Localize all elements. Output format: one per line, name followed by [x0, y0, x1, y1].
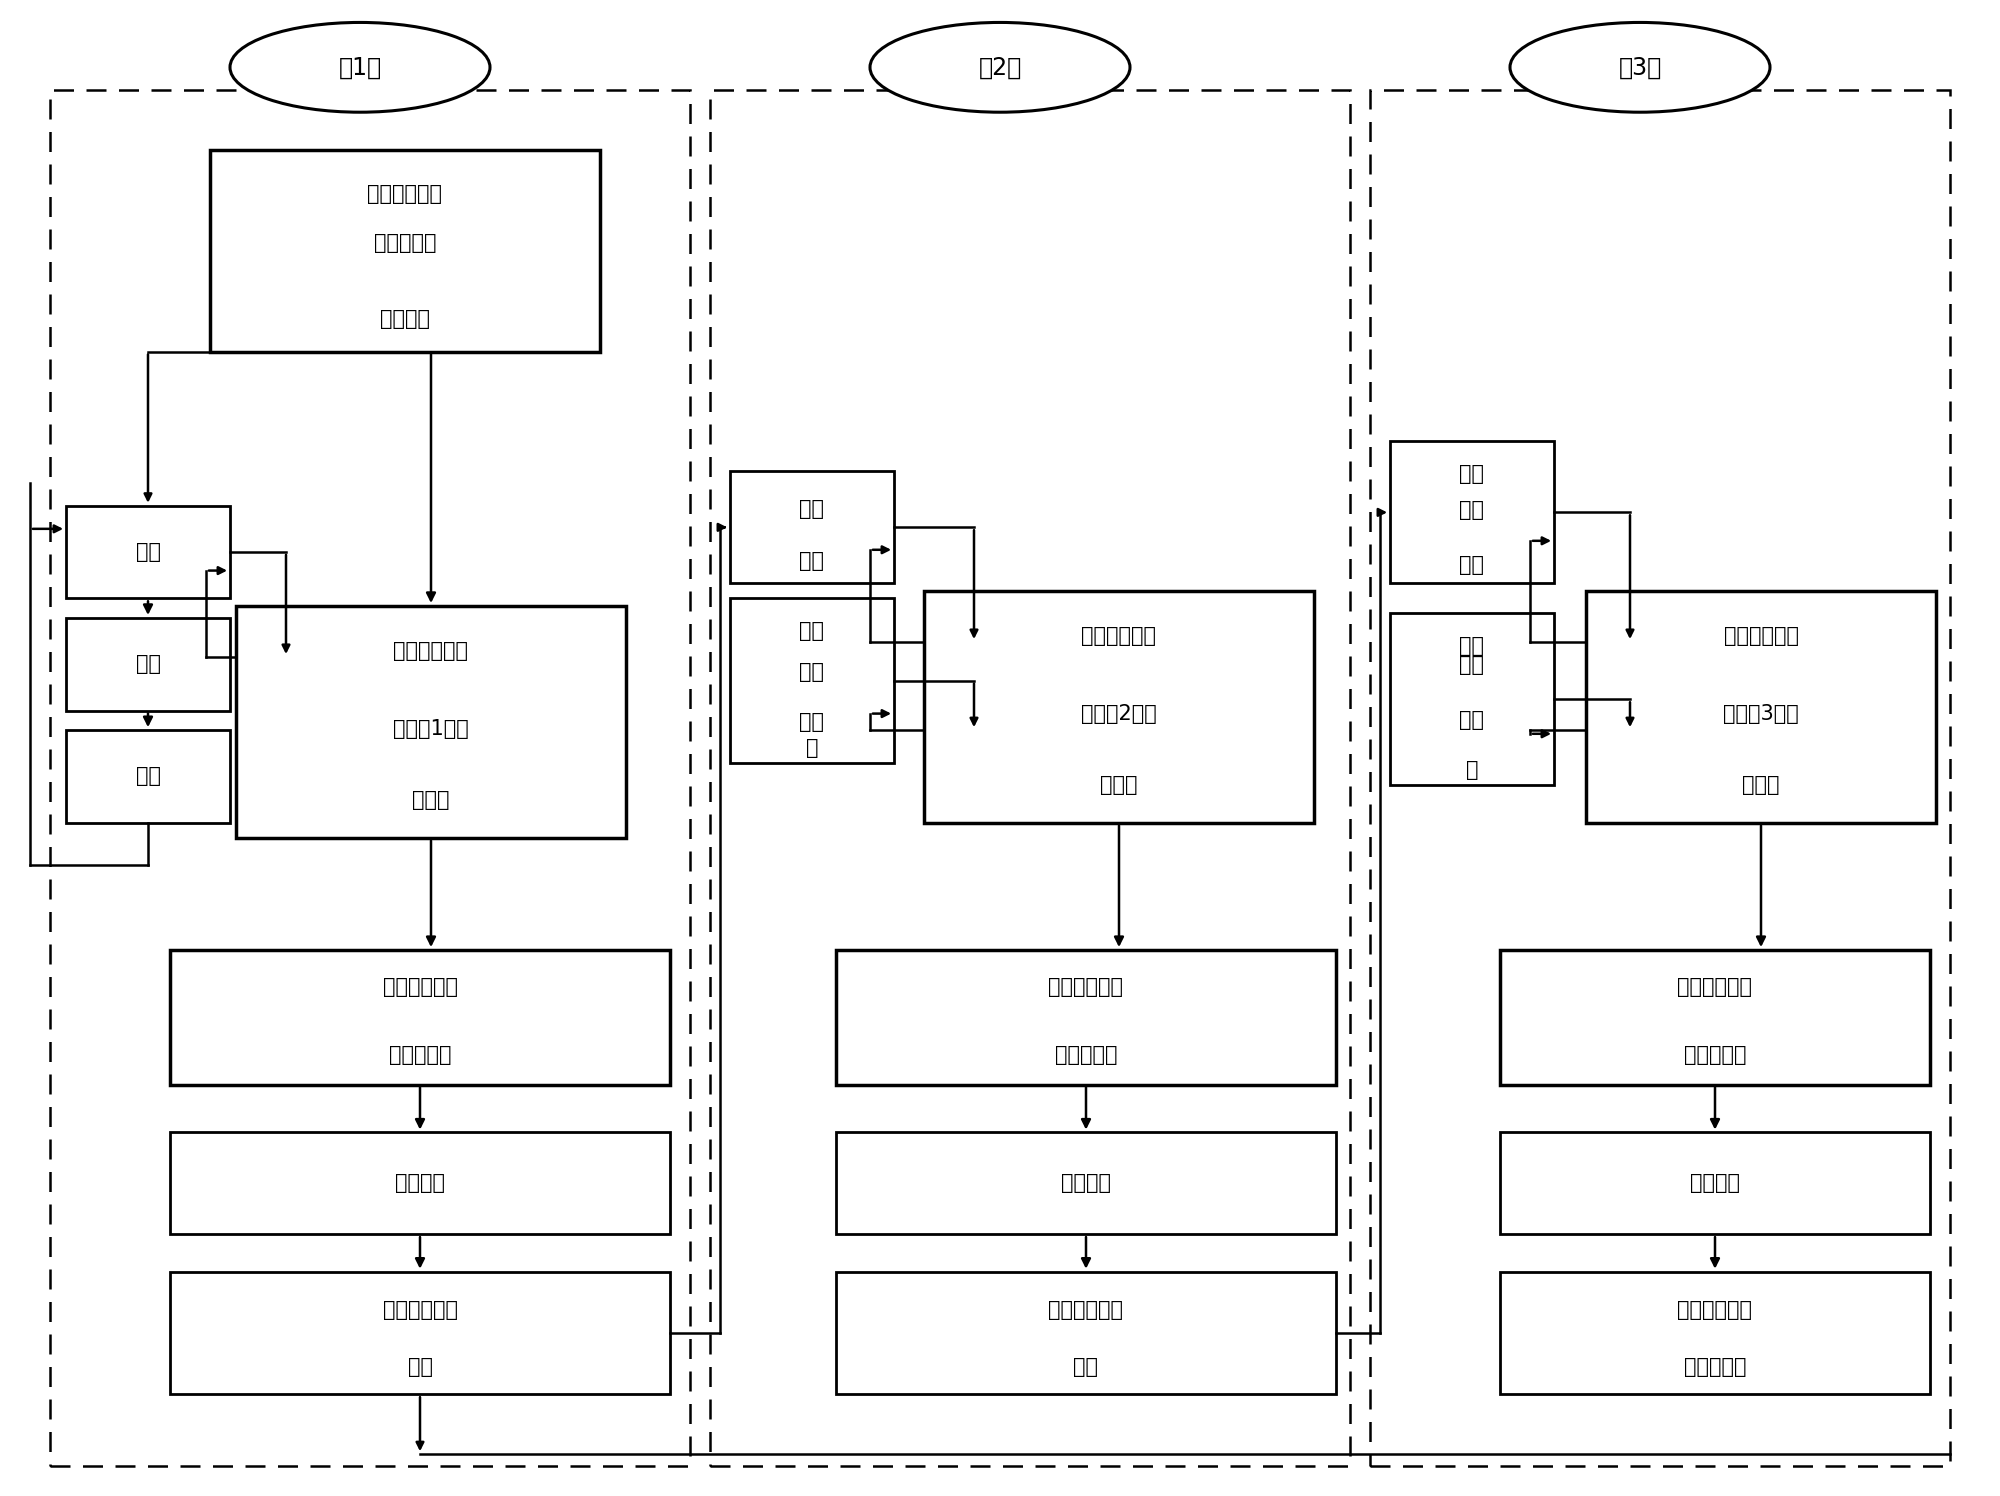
FancyBboxPatch shape [66, 730, 230, 823]
Text: 开炼机系统：: 开炼机系统： [382, 977, 458, 998]
Text: 冷却系统: 冷却系统 [1690, 1173, 1740, 1194]
FancyBboxPatch shape [924, 591, 1314, 823]
Text: 密炼机系统：: 密炼机系统： [394, 640, 468, 661]
FancyBboxPatch shape [1370, 90, 1950, 1466]
FancyBboxPatch shape [170, 1272, 670, 1394]
Ellipse shape [230, 22, 490, 112]
Text: 硫磺: 硫磺 [1460, 500, 1484, 519]
FancyBboxPatch shape [66, 618, 230, 711]
Text: 冷却: 冷却 [408, 1357, 432, 1378]
Ellipse shape [870, 22, 1130, 112]
FancyBboxPatch shape [170, 950, 670, 1085]
FancyBboxPatch shape [236, 606, 626, 838]
Text: 出片、存放、: 出片、存放、 [382, 1300, 458, 1321]
Text: 称量: 称量 [800, 551, 824, 571]
Text: 称量配置: 称量配置 [380, 308, 430, 329]
Text: 称量: 称量 [136, 766, 160, 787]
Text: 量: 量 [1466, 760, 1478, 781]
Text: 第2步: 第2步 [978, 55, 1022, 79]
FancyBboxPatch shape [1500, 1272, 1930, 1394]
Text: 烘胶: 烘胶 [136, 654, 160, 675]
Text: 破胶: 破胶 [136, 542, 160, 562]
FancyBboxPatch shape [1586, 591, 1936, 823]
Text: 开炼机系统：: 开炼机系统： [1048, 977, 1124, 998]
Text: 剂称: 剂称 [800, 712, 824, 732]
Text: 开炼机系统：: 开炼机系统： [1678, 977, 1752, 998]
FancyBboxPatch shape [1390, 441, 1554, 583]
Text: 第1步: 第1步 [338, 55, 382, 79]
Text: 密炼机系统：: 密炼机系统： [1724, 625, 1798, 646]
FancyBboxPatch shape [836, 1132, 1336, 1234]
Text: 开炼并压片: 开炼并压片 [388, 1044, 452, 1065]
FancyBboxPatch shape [836, 1272, 1336, 1394]
Text: 完成第2次母: 完成第2次母 [1082, 705, 1156, 724]
Text: 母胶: 母胶 [800, 498, 824, 519]
Text: 冷却系统: 冷却系统 [1060, 1173, 1110, 1194]
Text: 剂称: 剂称 [1460, 711, 1484, 730]
FancyBboxPatch shape [170, 1132, 670, 1234]
Text: 各种小料的: 各种小料的 [374, 233, 436, 253]
Text: 开炼并压片: 开炼并压片 [1684, 1044, 1746, 1065]
FancyBboxPatch shape [836, 950, 1336, 1085]
FancyBboxPatch shape [210, 150, 600, 352]
Text: 胶混炼: 胶混炼 [1100, 775, 1138, 796]
Text: 密炼机系统：: 密炼机系统： [1082, 625, 1156, 646]
Text: 其它: 其它 [1460, 636, 1484, 657]
FancyBboxPatch shape [1390, 613, 1554, 785]
Text: 终炼胶出片、: 终炼胶出片、 [1678, 1300, 1752, 1321]
Text: 胶混炼: 胶混炼 [412, 790, 450, 811]
FancyBboxPatch shape [710, 90, 1350, 1466]
FancyBboxPatch shape [50, 90, 690, 1466]
Text: 其它: 其它 [800, 621, 824, 642]
Text: 称量: 称量 [1460, 555, 1484, 576]
Text: 开炼并压片: 开炼并压片 [1054, 1044, 1118, 1065]
Text: 添加: 添加 [800, 663, 824, 682]
Text: 母胶: 母胶 [1460, 464, 1484, 485]
FancyBboxPatch shape [730, 598, 894, 763]
Text: 第3步: 第3步 [1618, 55, 1662, 79]
FancyBboxPatch shape [1500, 1132, 1930, 1234]
Text: 完成第3次母: 完成第3次母 [1724, 705, 1798, 724]
Text: 促进: 促进 [1460, 655, 1484, 675]
Text: 冷却系统: 冷却系统 [396, 1173, 446, 1194]
FancyBboxPatch shape [730, 471, 894, 583]
Text: 胶混炼: 胶混炼 [1742, 775, 1780, 796]
FancyBboxPatch shape [1500, 950, 1930, 1085]
Ellipse shape [1510, 22, 1770, 112]
Text: 量: 量 [806, 738, 818, 758]
Text: 出片、存放、: 出片、存放、 [1048, 1300, 1124, 1321]
Text: 完成第1次母: 完成第1次母 [394, 720, 468, 739]
Text: 冷却、存放: 冷却、存放 [1684, 1357, 1746, 1378]
Text: 冷却: 冷却 [1074, 1357, 1098, 1378]
FancyBboxPatch shape [66, 506, 230, 598]
Text: 上辅机系统：: 上辅机系统： [368, 184, 442, 205]
